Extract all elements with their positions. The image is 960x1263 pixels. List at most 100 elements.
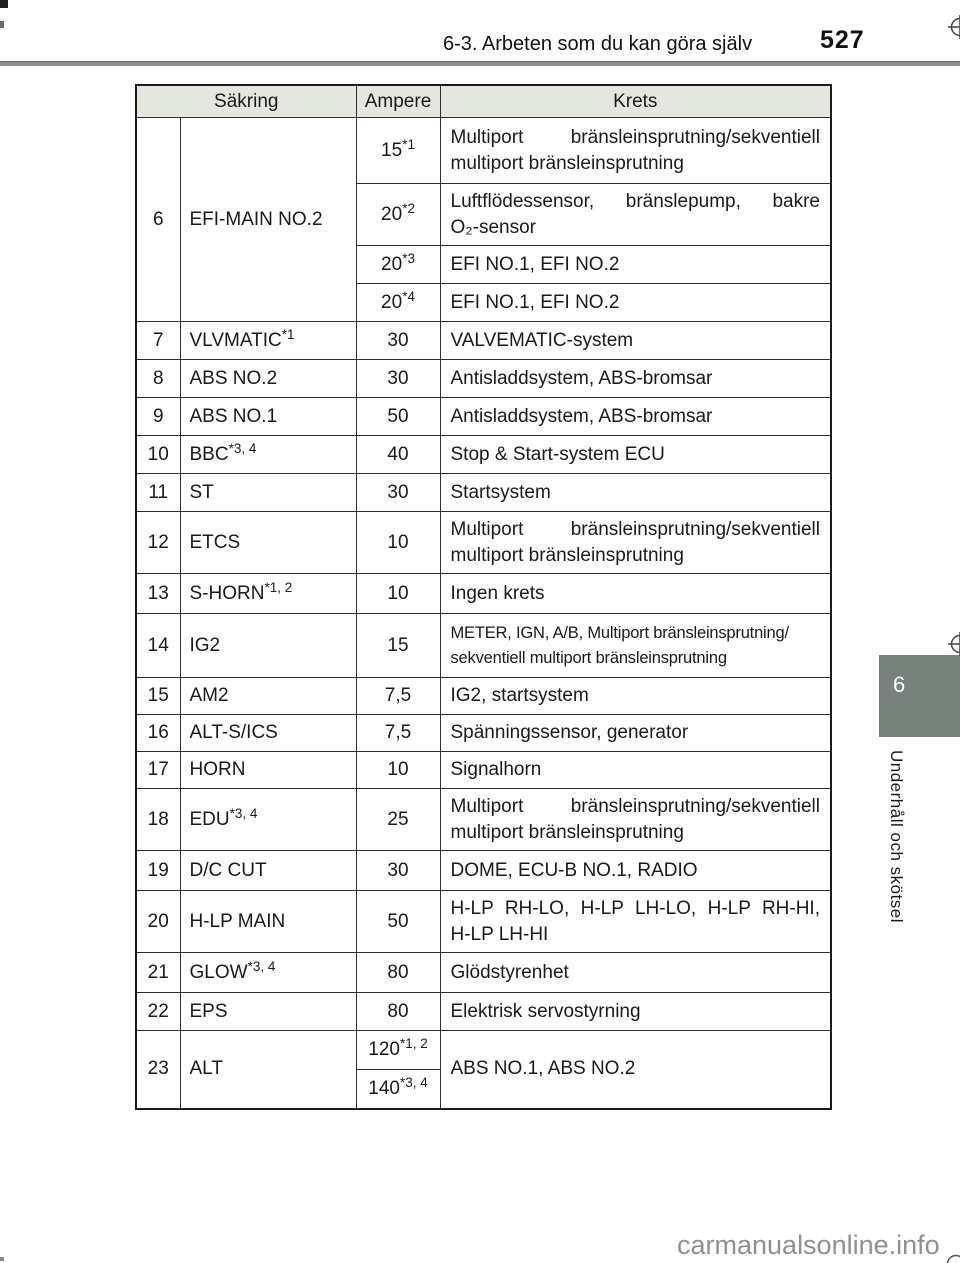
table-row: 19 D/C CUT 30 DOME, ECU-B NO.1, RADIO — [135, 850, 832, 891]
table-row: 15 AM2 7,5 IG2, startsystem — [135, 677, 832, 715]
chapter-tab: 6 — [879, 655, 960, 737]
registration-mark-icon — [948, 632, 960, 656]
fuse-name-cell: ABS NO.1 — [179, 397, 357, 436]
circuit-cell: EFI NO.1, EFI NO.2 — [439, 245, 832, 284]
fuse-number-cell: 20 — [135, 890, 181, 953]
table-row: 17 HORN 10 Signalhorn — [135, 751, 832, 789]
ampere-cell: 120*1, 2 — [355, 1030, 441, 1070]
fuse-name-cell: IG2 — [179, 613, 357, 678]
circuit-cell: Elektrisk servostyrning — [439, 992, 832, 1031]
circuit-cell: Startsystem — [439, 473, 832, 512]
ampere-cell: 7,5 — [355, 714, 441, 752]
table-row: 20 H-LP MAIN 50 H-LP RH-LO, H-LP LH-LO, H-L… — [135, 890, 832, 953]
circuit-cell: Multiport bränsleinsprutning/sekventiell… — [439, 788, 832, 851]
fuse-number-cell: 23 — [135, 1030, 181, 1109]
circuit-cell: EFI NO.1, EFI NO.2 — [439, 283, 832, 322]
ampere-cell: 10 — [355, 751, 441, 789]
table-header-row: Säkring Ampere Krets — [135, 84, 832, 118]
table-row: 18 EDU*3, 4 25 Multiport bränsleinsprutning… — [135, 788, 832, 851]
fuse-name-cell: ETCS — [179, 511, 357, 574]
fuse-number-cell: 8 — [135, 359, 181, 398]
registration-mark-icon — [948, 15, 960, 39]
table-row: 12 ETCS 10 Multiport bränsleinsprutning/sek… — [135, 511, 832, 574]
circuit-cell: Glödstyrenhet — [439, 952, 832, 993]
fuse-name-cell: D/C CUT — [179, 850, 357, 891]
fuse-name-cell: EPS — [179, 992, 357, 1031]
ampere-cell: 25 — [355, 788, 441, 851]
fuse-number-cell: 12 — [135, 511, 181, 574]
crop-mark — [0, 0, 8, 8]
fuse-number-cell: 13 — [135, 573, 181, 614]
circuit-cell: ABS NO.1, ABS NO.2 — [439, 1030, 832, 1109]
fuse-name-cell: AM2 — [179, 677, 357, 715]
crop-mark — [0, 21, 4, 28]
fuse-name-cell: VLVMATIC*1 — [179, 321, 357, 360]
circuit-cell: Multiport bränsleinsprutning/sekventiell… — [439, 117, 832, 184]
table-row: 22 EPS 80 Elektrisk servostyrning — [135, 992, 832, 1031]
circuit-cell: Stop & Start-system ECU — [439, 435, 832, 474]
fuse-name-cell: ALT-S/ICS — [179, 714, 357, 752]
ampere-cell: 40 — [355, 435, 441, 474]
fuse-name-cell: BBC*3, 4 — [179, 435, 357, 474]
circuit-cell: Multiport bränsleinsprutning/sekventiell… — [439, 511, 832, 574]
fuse-table-body: 6 EFI-MAIN NO.2 15*1 Multiport bränsleinspr… — [135, 117, 832, 1109]
registration-mark-icon — [946, 1254, 960, 1263]
circuit-cell: Antisladdsystem, ABS-bromsar — [439, 359, 832, 398]
fuse-number-cell: 15 — [135, 677, 181, 715]
ampere-cell: 15 — [355, 613, 441, 678]
fuse-name-cell: GLOW*3, 4 — [179, 952, 357, 993]
table-row: 140*3, 4 — [136, 1069, 831, 1109]
column-header-ampere: Ampere — [355, 84, 441, 118]
fuse-table: Säkring Ampere Krets 6 EFI-MAIN NO.2 15*1 M… — [135, 84, 832, 1110]
fuse-number-cell: 14 — [135, 613, 181, 678]
circuit-cell: Luftflödessensor, bränslepump, bakre O₂-s… — [439, 183, 832, 246]
table-row: 10 BBC*3, 4 40 Stop & Start-system ECU — [135, 435, 832, 474]
table-row: 16 ALT-S/ICS 7,5 Spänningssensor, generator — [135, 714, 832, 752]
watermark: carmanualsonline.info — [677, 1230, 940, 1260]
circuit-cell: IG2, startsystem — [439, 677, 832, 715]
fuse-number-cell: 21 — [135, 952, 181, 993]
fuse-number-cell: 9 — [135, 397, 181, 436]
circuit-cell: VALVEMATIC-system — [439, 321, 832, 360]
fuse-name-cell: ST — [179, 473, 357, 512]
section-title: 6-3. Arbeten som du kan göra själv — [443, 33, 753, 55]
ampere-cell: 80 — [355, 992, 441, 1031]
ampere-cell: 30 — [355, 321, 441, 360]
fuse-number-cell: 10 — [135, 435, 181, 474]
table-row: 21 GLOW*3, 4 80 Glödstyrenhet — [135, 952, 832, 993]
table-row: 7 VLVMATIC*1 30 VALVEMATIC-system — [135, 321, 832, 360]
fuse-number-cell: 6 — [135, 117, 181, 322]
ampere-cell: 140*3, 4 — [355, 1069, 441, 1109]
ampere-cell: 20*2 — [355, 183, 441, 246]
fuse-name-cell: EFI-MAIN NO.2 — [179, 117, 357, 322]
fuse-number-cell: 11 — [135, 473, 181, 512]
fuse-name-cell: S-HORN*1, 2 — [179, 573, 357, 614]
table-row: 20*2 Luftflödessensor, bränslepump, bakre… — [136, 183, 832, 246]
fuse-number-cell: 7 — [135, 321, 181, 360]
ampere-cell: 20*4 — [355, 283, 441, 322]
ampere-cell: 30 — [355, 850, 441, 891]
ampere-cell: 50 — [355, 397, 441, 436]
fuse-number-cell: 16 — [135, 714, 181, 752]
fuse-number-cell: 18 — [135, 788, 181, 851]
page-number: 527 — [820, 26, 865, 54]
ampere-cell: 50 — [355, 890, 441, 953]
circuit-cell: Signalhorn — [439, 751, 832, 789]
table-row: 20*4 EFI NO.1, EFI NO.2 — [136, 283, 832, 322]
ampere-cell: 15*1 — [355, 117, 441, 184]
fuse-name-cell: HORN — [179, 751, 357, 789]
circuit-cell: Ingen krets — [439, 573, 832, 614]
ampere-cell: 20*3 — [355, 245, 441, 284]
column-header-fuse: Säkring — [135, 84, 357, 118]
ampere-cell: 30 — [355, 473, 441, 512]
fuse-name-cell: EDU*3, 4 — [179, 788, 357, 851]
circuit-cell: Spänningssensor, generator — [439, 714, 832, 752]
chapter-label: Underhåll och skötsel — [887, 750, 906, 924]
fuse-number-cell: 19 — [135, 850, 181, 891]
table-row: 13 S-HORN*1, 2 10 Ingen krets — [135, 573, 832, 614]
ampere-cell: 10 — [355, 511, 441, 574]
ampere-cell: 80 — [355, 952, 441, 993]
fuse-number-cell: 17 — [135, 751, 181, 789]
circuit-cell: H-LP RH-LO, H-LP LH-LO, H-LP RH-HI, H-LP … — [439, 890, 832, 953]
